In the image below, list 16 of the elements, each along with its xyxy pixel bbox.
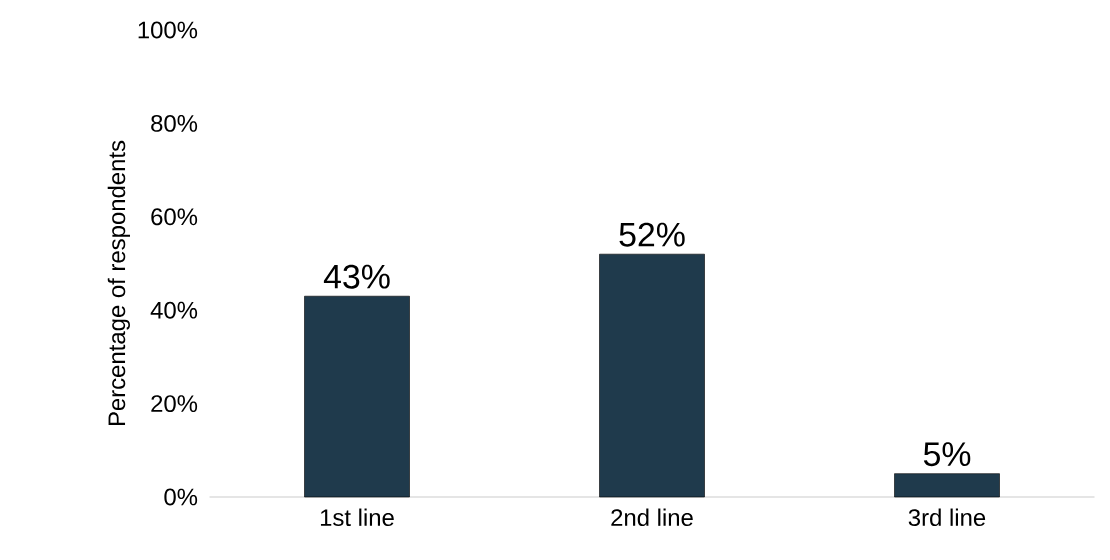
y-tick-label: 20% bbox=[151, 395, 198, 413]
y-tick-label: 80% bbox=[151, 114, 198, 132]
data-label: 43% bbox=[323, 264, 390, 289]
x-tick-label: 1st line bbox=[320, 508, 394, 527]
x-tick-label: 2nd line bbox=[611, 508, 693, 527]
y-tick-label: 0% bbox=[164, 488, 198, 506]
y-tick-label: 100% bbox=[138, 21, 198, 39]
bar bbox=[304, 295, 410, 498]
x-tick-label: 3rd line bbox=[908, 508, 986, 527]
y-tick-label: 60% bbox=[151, 208, 198, 226]
y-tick-label: 40% bbox=[150, 301, 198, 319]
bar bbox=[894, 473, 1000, 498]
bar bbox=[599, 253, 705, 498]
y-axis-title: Percentage of respondents bbox=[107, 140, 130, 426]
data-label: 5% bbox=[923, 442, 971, 467]
data-label: 52% bbox=[619, 222, 685, 247]
